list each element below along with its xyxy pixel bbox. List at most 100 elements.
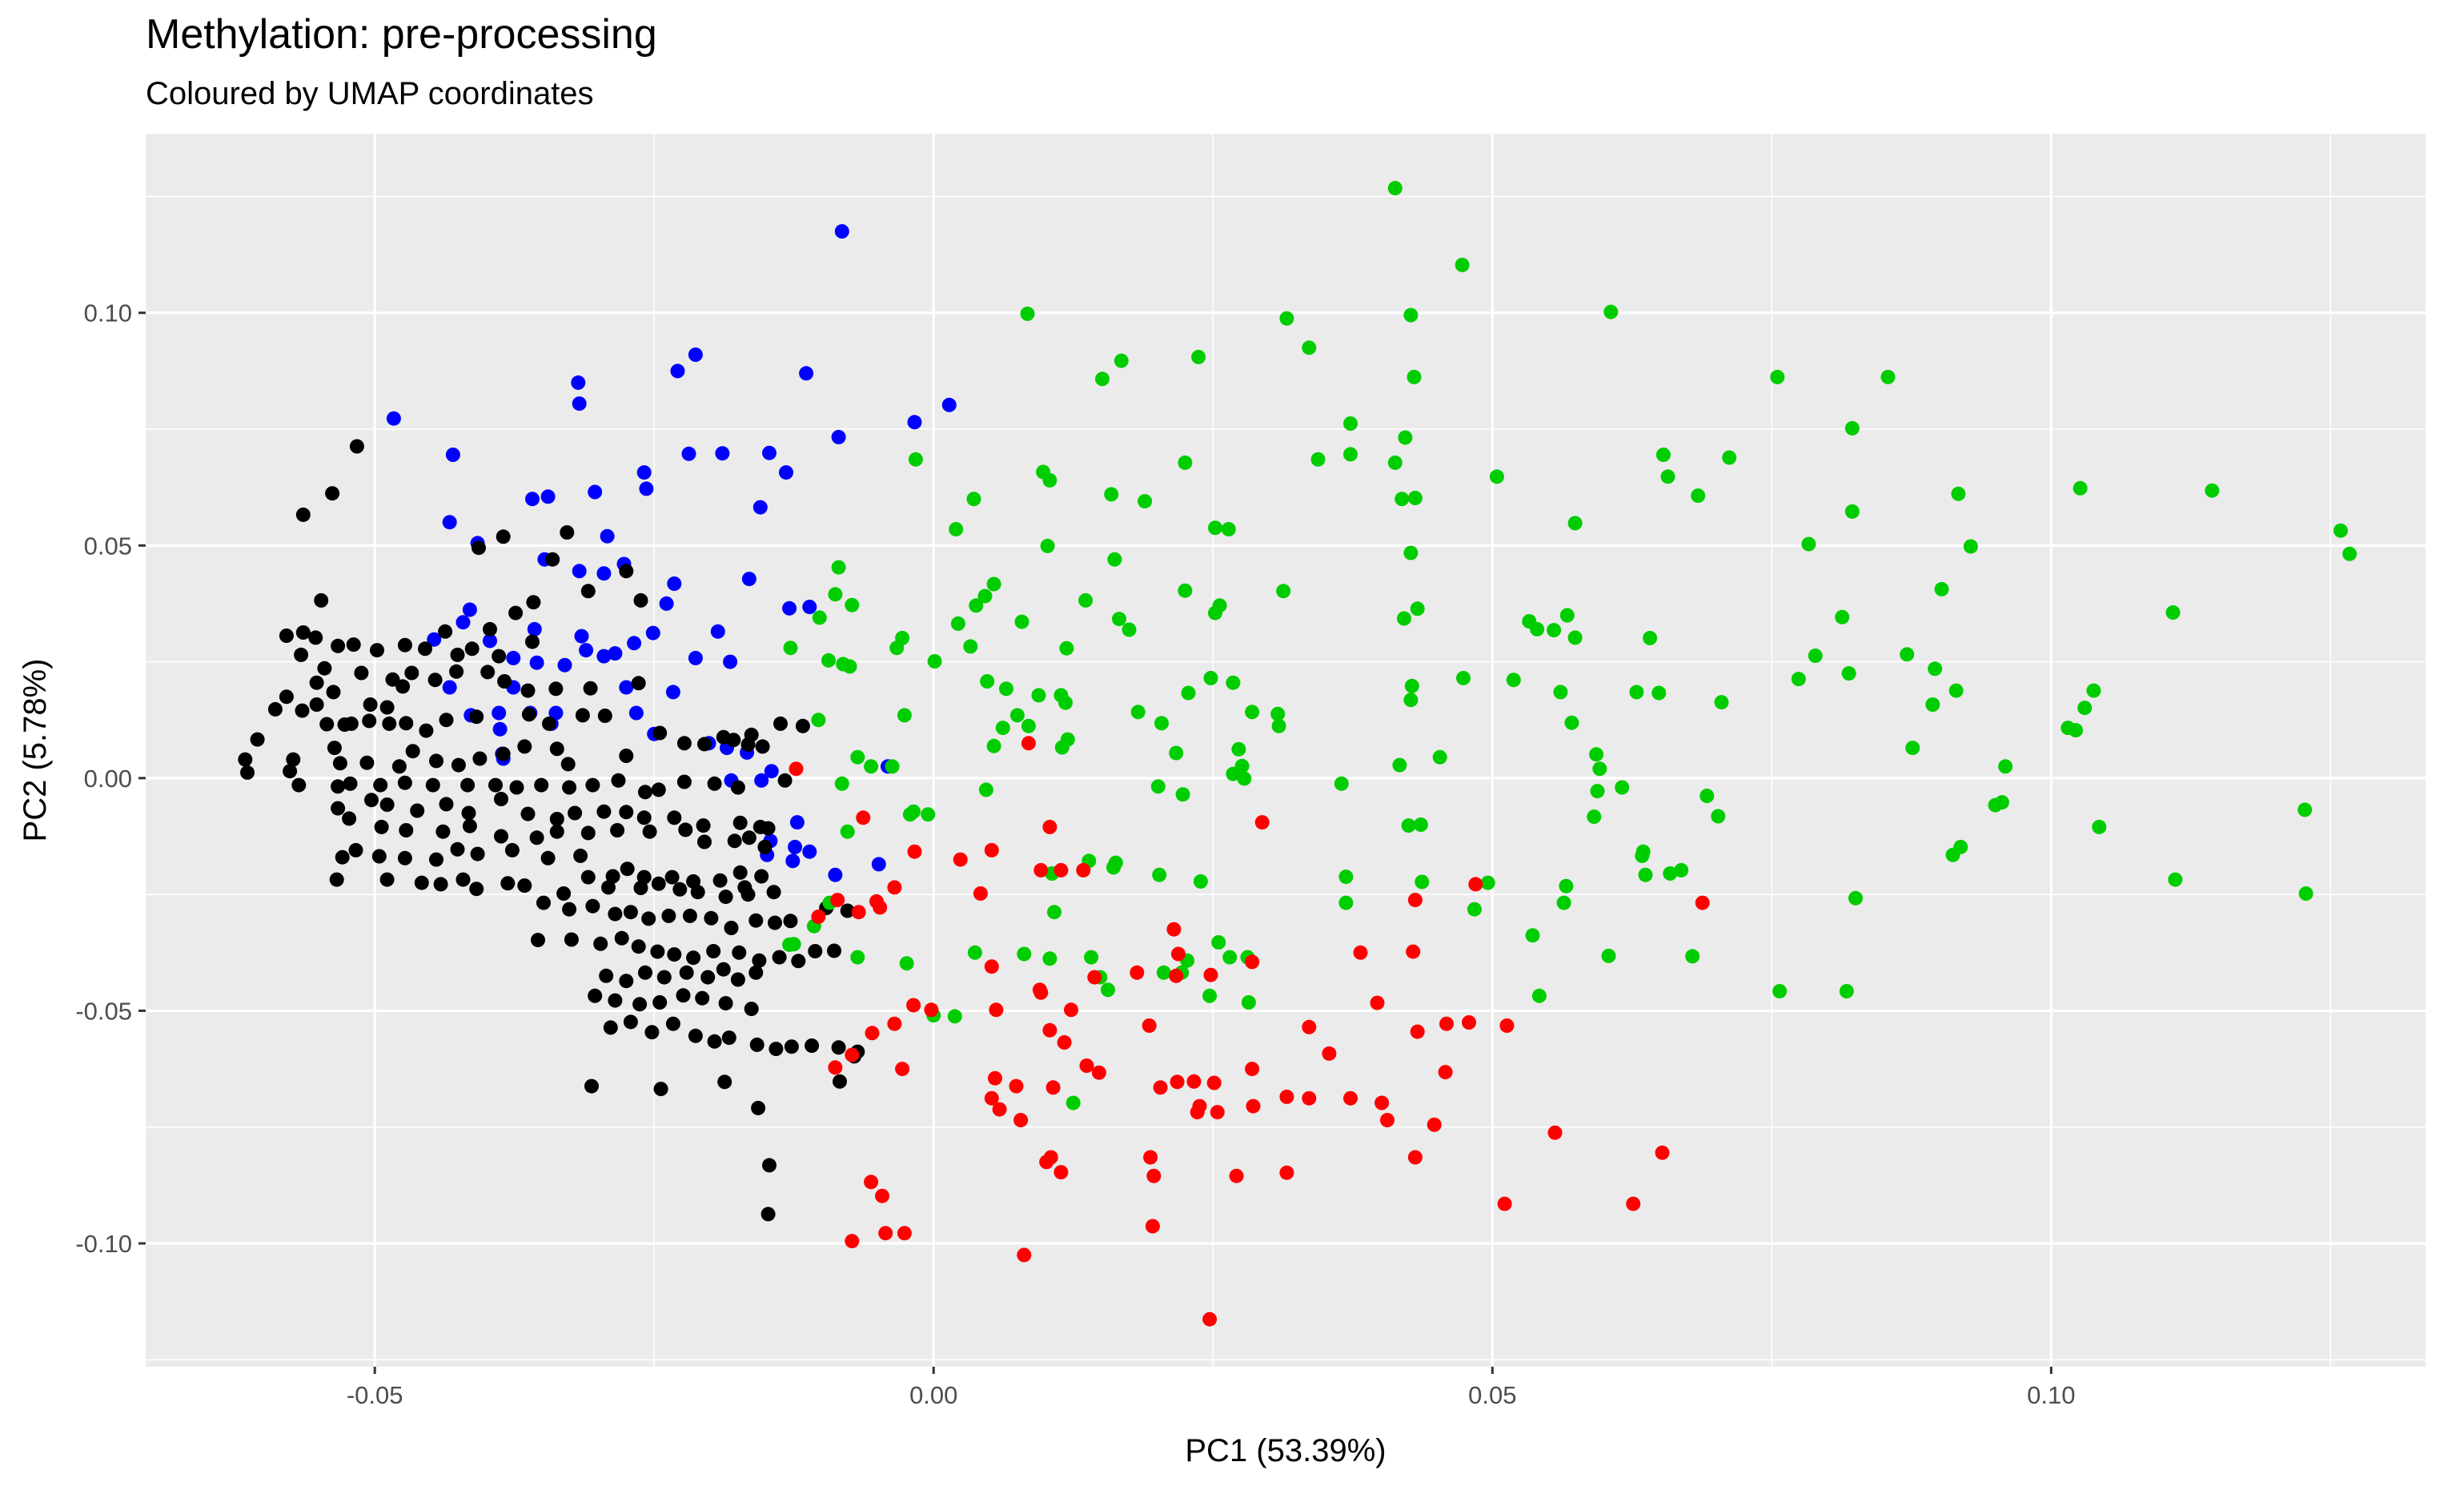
- scatter-point: [326, 685, 341, 700]
- scatter-point: [999, 681, 1013, 697]
- scatter-point: [732, 865, 748, 880]
- scatter-point: [644, 1025, 660, 1040]
- scatter-point: [1531, 988, 1547, 1003]
- scatter-point: [1169, 968, 1184, 983]
- scatter-point: [1059, 641, 1074, 656]
- scatter-point: [1229, 1168, 1244, 1183]
- scatter-point: [865, 1026, 880, 1041]
- scatter-point: [984, 842, 999, 857]
- scatter-point: [1202, 1311, 1218, 1327]
- scatter-point: [1042, 1022, 1057, 1038]
- scatter-point: [947, 1009, 962, 1024]
- scatter-point: [627, 636, 642, 651]
- scatter-point: [309, 675, 324, 690]
- scatter-point: [286, 752, 301, 767]
- scatter-point: [397, 637, 412, 653]
- scatter-point: [1406, 944, 1421, 959]
- scatter-point: [984, 959, 999, 974]
- scatter-point: [572, 396, 587, 412]
- scatter-point: [343, 776, 358, 791]
- scatter-point: [1013, 1113, 1029, 1127]
- scatter-point: [526, 595, 541, 610]
- scatter-point: [986, 738, 1001, 753]
- scatter-point: [950, 616, 965, 631]
- scatter-point: [1900, 647, 1915, 662]
- scatter-point: [1615, 780, 1630, 795]
- scatter-point: [788, 839, 803, 854]
- scatter-point: [327, 741, 342, 756]
- y-axis: -0.10 -0.05 0.00 0.05 0.10: [75, 299, 146, 1258]
- scatter-point: [585, 898, 600, 914]
- scatter-point: [1084, 950, 1099, 965]
- scatter-point: [836, 657, 851, 672]
- scatter-point: [1998, 759, 2013, 774]
- scatter-point: [596, 804, 612, 819]
- scatter-point: [802, 600, 817, 614]
- scatter-point: [509, 780, 524, 795]
- scatter-point: [751, 1100, 766, 1115]
- scatter-point: [966, 492, 981, 507]
- scatter-point: [605, 869, 620, 884]
- scatter-point: [1934, 581, 1949, 596]
- scatter-point: [608, 993, 623, 1008]
- scatter-point: [782, 600, 797, 616]
- scatter-point: [897, 708, 912, 723]
- scatter-point: [721, 1030, 736, 1046]
- scatter-point: [1231, 741, 1246, 757]
- scatter-point: [1880, 369, 1896, 384]
- scatter-point: [895, 630, 910, 645]
- scatter-point: [1590, 784, 1605, 799]
- scatter-point: [580, 870, 596, 885]
- scatter-point: [1206, 1075, 1222, 1090]
- scatter-point: [1146, 1168, 1162, 1183]
- scatter-point: [295, 625, 311, 640]
- x-axis-title: PC1 (53.39%): [1185, 1433, 1386, 1468]
- scatter-point: [710, 624, 725, 639]
- scatter-point: [1014, 614, 1029, 629]
- scatter-point: [1057, 1035, 1072, 1050]
- scatter-point: [588, 988, 603, 1003]
- scatter-point: [740, 887, 756, 902]
- scatter-point: [397, 850, 412, 865]
- scatter-point: [427, 673, 443, 688]
- scatter-point: [1567, 630, 1583, 645]
- scatter-point: [834, 224, 849, 239]
- scatter-point: [1079, 1058, 1094, 1073]
- scatter-point: [902, 807, 917, 822]
- scatter-point: [1150, 779, 1166, 794]
- scatter-point: [1395, 492, 1410, 507]
- scatter-point: [527, 621, 542, 637]
- scatter-point: [723, 654, 738, 669]
- scatter-point: [572, 564, 587, 579]
- scatter-point: [762, 445, 777, 460]
- scatter-point: [864, 759, 879, 774]
- scatter-point: [988, 1070, 1002, 1086]
- scatter-point: [1945, 847, 1960, 862]
- scatter-point: [1691, 488, 1706, 504]
- scatter-point: [1467, 902, 1482, 917]
- scatter-point: [1651, 685, 1667, 701]
- scatter-point: [1343, 416, 1358, 431]
- scatter-point: [379, 797, 395, 812]
- scatter-point: [449, 664, 464, 679]
- scatter-point: [631, 939, 646, 954]
- scatter-point: [969, 598, 984, 613]
- scatter-point: [462, 818, 477, 833]
- scatter-point: [1398, 430, 1413, 445]
- scatter-point: [1410, 601, 1425, 616]
- scatter-point: [1302, 1090, 1317, 1106]
- scatter-point: [1169, 745, 1184, 761]
- scatter-point: [1017, 1247, 1032, 1263]
- scatter-point: [973, 886, 988, 901]
- scatter-point: [574, 629, 589, 644]
- scatter-point: [1556, 895, 1571, 910]
- scatter-point: [651, 782, 666, 797]
- scatter-point: [608, 646, 623, 661]
- scatter-point: [878, 1226, 893, 1241]
- scatter-point: [294, 647, 309, 662]
- scatter-point: [623, 1014, 638, 1030]
- scatter-point: [636, 810, 652, 825]
- scatter-point: [748, 965, 764, 980]
- scatter-point: [941, 397, 957, 412]
- scatter-point: [875, 1188, 889, 1203]
